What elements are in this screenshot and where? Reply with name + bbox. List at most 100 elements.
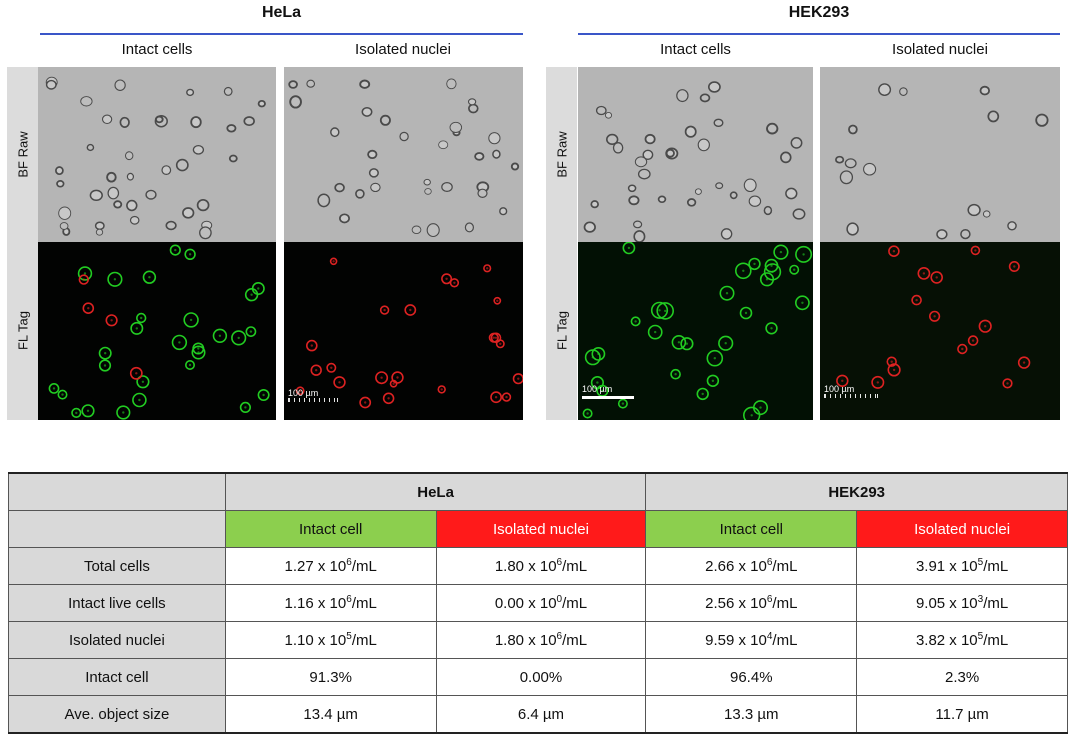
green-fluorescent-cell [706,349,724,367]
table-row: Isolated nuclei 1.10 x 105/mL 1.80 x 106/m… [8,621,1068,659]
fluorescent-center [724,342,727,345]
cell-blob [288,80,298,89]
table-cell: 3.82 x 105/mL [856,621,1068,659]
hek-row-label-strip [546,67,577,420]
cell-blob [606,133,619,145]
red-fluorescent-nucleus [310,364,322,376]
hek-nuclei-fl-image: 100 µm [820,242,1060,420]
table-corner-cell [8,472,226,511]
fluorescent-center [387,397,390,400]
table-cell: 2.56 x 106/mL [645,584,858,622]
cell-blob [510,162,520,171]
green-fluorescent-cell [48,382,60,394]
fluorescent-center [83,272,87,275]
fluorescent-center [759,406,762,409]
cell-blob [707,81,721,93]
cell-blob [399,131,409,142]
table-row-label: Isolated nuclei [8,621,226,659]
green-fluorescent-cell [171,334,188,351]
fluorescent-center [770,264,773,267]
cell-mantissa: 1.80 x 10 [494,632,557,649]
fluorescent-center [364,401,367,404]
fluorescent-center [262,393,265,397]
fluorescent-center [915,298,918,302]
fluorescent-center [86,409,90,412]
table-cell: 2.66 x 106/mL [645,547,858,585]
cell-blob [844,158,857,169]
fluorescent-center [677,341,681,344]
fluorescent-center [779,250,783,254]
cell-blob [190,116,202,129]
red-fluorescent-nucleus [836,374,849,388]
fluorescent-center [103,364,107,367]
green-fluorescent-cell [584,349,601,366]
green-fluorescent-cell [617,398,628,409]
cell-blob [114,79,126,91]
green-fluorescent-cell [706,374,720,388]
green-fluorescent-cell [680,337,694,351]
fluorescent-center [310,344,313,347]
green-fluorescent-cell [57,389,68,400]
cell-exponent: 6 [766,557,773,568]
red-fluorescent-nucleus [326,362,337,373]
fluorescent-center [664,309,667,313]
fluorescent-center [492,336,495,339]
fluorescent-center [148,276,151,279]
fluorescent-center [61,393,64,396]
green-fluorescent-cell [98,346,112,360]
subheader-hek-nuclei: Isolated nuclei [856,510,1068,548]
cell-blob [839,170,854,185]
green-fluorescent-cell [670,368,681,380]
fluorescent-center [104,352,107,355]
table-cell: 1.80 x 106/mL [435,547,647,585]
cell-blob [715,182,724,190]
cell-blob [186,88,195,97]
cell-blob [748,195,762,207]
green-fluorescent-cell [719,285,735,301]
red-fluorescent-nucleus [501,392,512,402]
fluorescent-center [1013,265,1016,268]
table-row: Ave. object size 13.4 µm 6.4 µm 13.3 µm 11.7… [8,695,1068,734]
fluorescent-center [494,396,498,399]
cell-blob [657,195,667,204]
cell-blob [411,225,422,235]
table-cell: 1.27 x 106/mL [224,547,437,585]
green-fluorescent-cell [656,302,674,320]
cell-blob [474,152,485,161]
cell-mantissa: 3.82 x 10 [915,632,978,649]
cell-blob [367,149,378,160]
cell-blob [125,151,134,161]
red-fluorescent-nucleus [483,264,492,273]
fluorescent-center [961,347,964,351]
fluorescent-center [892,250,896,253]
green-fluorescent-cell [107,271,123,287]
green-fluorescent-cell [753,400,769,416]
green-fluorescent-cell [671,335,687,350]
cell-blob [637,168,651,180]
cell-blob [59,222,69,230]
cell-blob [423,178,431,186]
cell-blob [686,198,697,207]
cell-blob [424,188,432,195]
fluorescent-center [892,368,896,372]
fluorescent-center [141,380,145,383]
green-fluorescent-cell [135,312,147,324]
red-fluorescent-nucleus [1017,356,1031,369]
cell-exponent: 6 [346,594,352,605]
cell-blob [763,205,773,216]
cell-unit: /mL [562,595,588,612]
red-fluorescent-nucleus [930,271,943,284]
table-cell: 1.10 x 105/mL [224,621,437,659]
green-fluorescent-cell [231,330,247,346]
table-cell: 11.7 µm [856,695,1068,734]
cell-blob [370,182,381,193]
fluorescent-center [299,389,302,392]
hek-intact-scale-bar-label: 100 µm [582,384,613,394]
cell-blob [628,195,640,206]
green-fluorescent-cell [77,266,93,281]
table-row: Intact cell 91.3% 0.00% 96.4% 2.3% [8,658,1068,696]
cell-blob [101,114,113,125]
table-cell: 3.91 x 105/mL [856,547,1068,585]
fluorescent-center [742,269,745,272]
hela-panel-title: HeLa [261,4,302,21]
